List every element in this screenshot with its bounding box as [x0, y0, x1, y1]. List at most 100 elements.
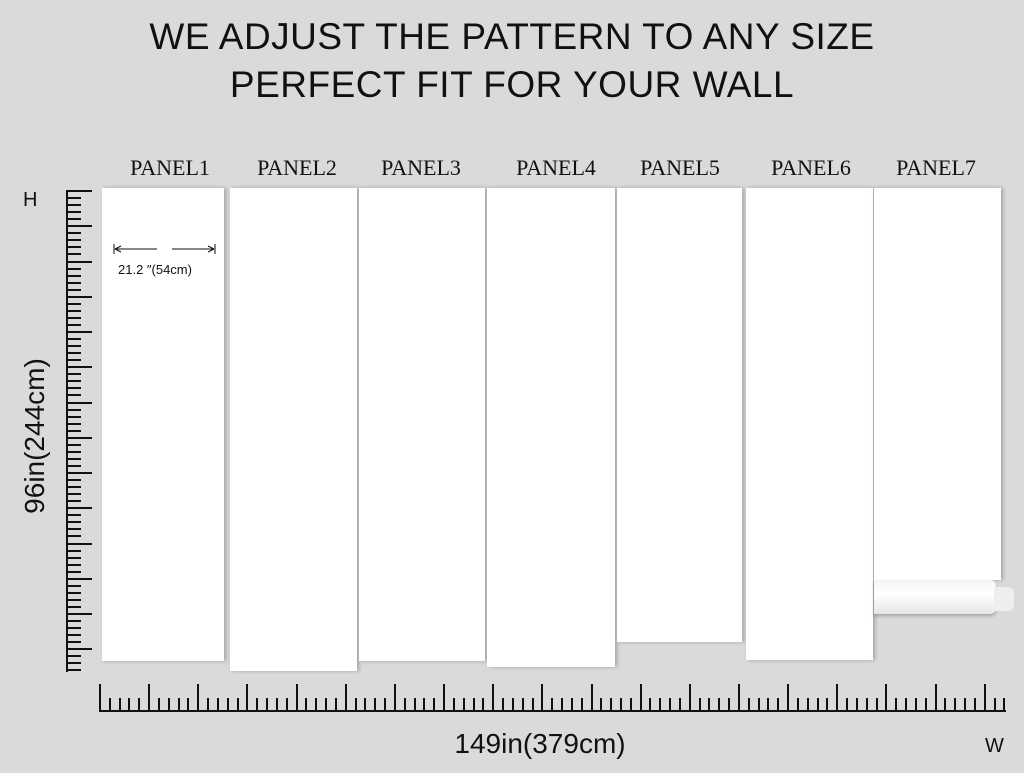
wallpaper-panel-3	[359, 188, 485, 661]
ruler-tick	[334, 698, 337, 712]
ruler-tick	[66, 464, 81, 467]
ruler-tick	[66, 457, 81, 460]
ruler-tick	[246, 684, 249, 712]
ruler-tick	[393, 684, 396, 712]
ruler-tick	[924, 698, 927, 712]
heading-line-2: PERFECT FIT FOR YOUR WALL	[229, 64, 795, 105]
ruler-tick	[66, 500, 81, 503]
panel-label-4: PANEL4	[516, 155, 596, 180]
ruler-tick	[944, 698, 947, 712]
ruler-tick	[983, 684, 986, 712]
ruler-tick	[177, 698, 180, 712]
ruler-tick	[66, 401, 92, 404]
ruler-tick	[384, 698, 387, 712]
ruler-tick	[66, 521, 81, 524]
wallpaper-panel-4	[487, 188, 615, 667]
ruler-tick	[325, 698, 328, 712]
ruler-tick	[66, 232, 81, 235]
ruler-tick	[413, 698, 416, 712]
ruler-tick	[629, 698, 632, 712]
ruler-tick	[639, 684, 642, 712]
ruler-tick	[275, 698, 278, 712]
ruler-tick	[855, 698, 858, 712]
ruler-tick	[66, 274, 81, 277]
ruler-tick	[138, 698, 141, 712]
ruler-tick	[521, 698, 524, 712]
ruler-tick	[108, 698, 111, 712]
ruler-tick	[875, 698, 878, 712]
ruler-tick	[787, 684, 790, 712]
ruler-tick	[757, 698, 760, 712]
panel-label-3: PANEL3	[381, 155, 461, 180]
ruler-tick	[66, 380, 81, 383]
ruler-tick	[973, 698, 976, 712]
heading-line-1: WE ADJUST THE PATTERN TO ANY SIZE	[149, 16, 875, 57]
ruler-tick	[295, 684, 298, 712]
wallpaper-panel-7	[874, 188, 1001, 580]
ruler-tick	[433, 698, 436, 712]
ruler-tick	[423, 698, 426, 712]
ruler-tick	[836, 684, 839, 712]
width-label: 149in(379cm)	[454, 728, 626, 759]
ruler-tick	[66, 359, 81, 362]
ruler-tick	[66, 267, 81, 270]
wallpaper-panel-5	[617, 188, 742, 642]
ruler-tick	[66, 352, 81, 355]
height-letter: H	[23, 189, 38, 211]
ruler-tick	[708, 698, 711, 712]
ruler-tick	[66, 620, 81, 623]
ruler-tick	[226, 698, 229, 712]
ruler-tick	[796, 698, 799, 712]
ruler-tick	[266, 698, 269, 712]
ruler-tick	[66, 436, 92, 439]
ruler-tick	[66, 246, 81, 249]
width-letter: W	[985, 735, 1004, 757]
ruler-tick	[66, 591, 81, 594]
ruler-tick	[66, 288, 81, 291]
ruler-tick	[747, 698, 750, 712]
ruler-tick	[187, 698, 190, 712]
ruler-tick	[590, 684, 593, 712]
ruler-tick	[99, 684, 101, 712]
panel-label-6: PANEL6	[771, 155, 851, 180]
ruler-tick	[66, 394, 81, 397]
ruler-tick	[236, 698, 239, 712]
ruler-tick	[66, 542, 92, 545]
ruler-tick	[344, 684, 347, 712]
ruler-tick	[66, 295, 92, 298]
ruler-tick	[678, 698, 681, 712]
ruler-tick	[66, 549, 81, 552]
ruler-tick	[66, 535, 81, 538]
ruler-tick	[570, 698, 573, 712]
roll-end	[994, 587, 1014, 611]
ruler-tick	[66, 387, 81, 390]
ruler-tick	[846, 698, 849, 712]
wallpaper-panel-2	[230, 188, 357, 671]
ruler-tick	[197, 684, 200, 712]
ruler-tick	[66, 323, 81, 326]
panel-label-7: PANEL7	[896, 155, 976, 180]
panel-label-2: PANEL2	[257, 155, 337, 180]
ruler-tick	[66, 613, 92, 615]
ruler-tick	[777, 698, 780, 712]
ruler-tick	[895, 698, 898, 712]
ruler-tick	[285, 698, 288, 712]
ruler-tick	[66, 316, 81, 319]
ruler-tick	[364, 698, 367, 712]
ruler-tick	[66, 634, 81, 637]
panel-roll	[874, 580, 996, 614]
ruler-tick	[993, 698, 996, 712]
ruler-tick	[66, 556, 81, 559]
ruler-tick	[66, 570, 81, 573]
ruler-tick	[66, 373, 81, 376]
ruler-tick	[954, 698, 957, 712]
ruler-tick	[600, 698, 603, 712]
ruler-tick	[1003, 698, 1006, 712]
ruler-tick	[698, 698, 701, 712]
ruler-tick	[472, 698, 475, 712]
ruler-tick	[66, 253, 81, 256]
ruler-tick	[531, 698, 534, 712]
ruler-tick	[315, 698, 318, 712]
ruler-tick	[66, 641, 81, 644]
ruler-tick	[561, 698, 563, 712]
